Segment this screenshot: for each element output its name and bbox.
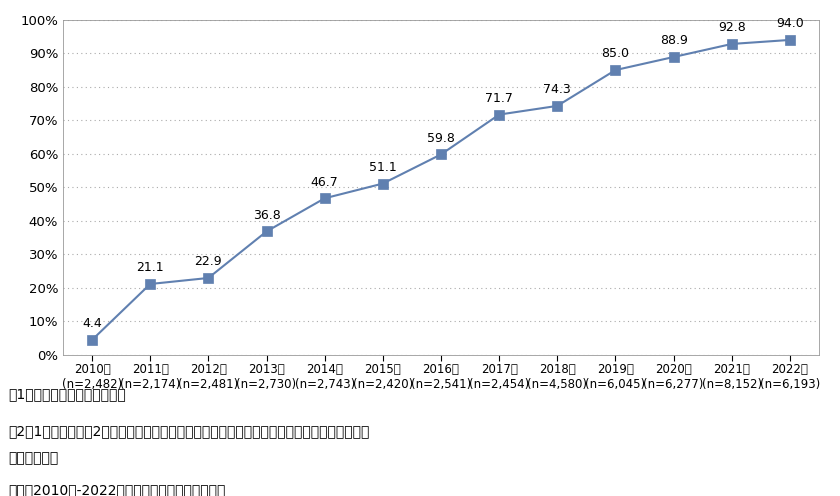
Text: 出典：2010年-2022年一般向けモバイル動向調査: 出典：2010年-2022年一般向けモバイル動向調査 (8, 484, 226, 496)
Text: 51.1: 51.1 (369, 161, 396, 174)
Text: 85.0: 85.0 (601, 47, 629, 61)
Text: 22.9: 22.9 (195, 255, 223, 268)
Text: 94.0: 94.0 (776, 17, 804, 30)
Text: 36.8: 36.8 (253, 209, 281, 222)
Text: 4.4: 4.4 (82, 317, 102, 330)
Text: 92.8: 92.8 (718, 21, 746, 34)
Text: 算出。: 算出。 (8, 451, 59, 465)
Text: 注2：1台目もしくは2台目にスマートフォン所有と回答した場合をスマートフォン所有として: 注2：1台目もしくは2台目にスマートフォン所有と回答した場合をスマートフォン所有… (8, 424, 370, 438)
Text: 21.1: 21.1 (136, 261, 164, 274)
Text: 59.8: 59.8 (427, 132, 455, 145)
Text: 注1：携帯電話所有者が回答。: 注1：携帯電話所有者が回答。 (8, 387, 126, 401)
Text: 88.9: 88.9 (659, 34, 688, 47)
Text: 74.3: 74.3 (543, 83, 571, 96)
Text: 46.7: 46.7 (311, 176, 339, 188)
Text: 71.7: 71.7 (486, 92, 513, 105)
